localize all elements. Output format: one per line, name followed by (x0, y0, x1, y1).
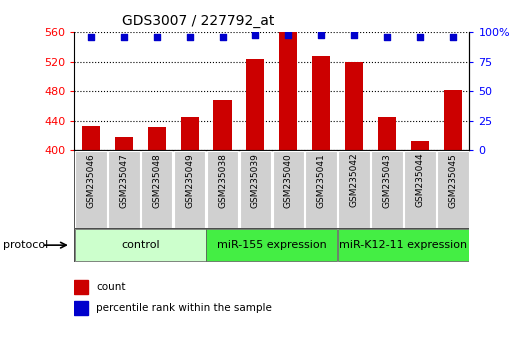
Text: count: count (96, 282, 126, 292)
Text: GSM235040: GSM235040 (284, 153, 293, 207)
FancyBboxPatch shape (339, 151, 370, 228)
Text: GDS3007 / 227792_at: GDS3007 / 227792_at (122, 14, 274, 28)
Point (219, 34, 227, 39)
Bar (444, 90, 462, 150)
Bar (345, 62, 363, 150)
Bar (378, 117, 396, 150)
Text: GSM235045: GSM235045 (448, 153, 458, 207)
Point (186, 34, 194, 39)
Point (449, 34, 457, 39)
FancyBboxPatch shape (108, 151, 140, 228)
Text: protocol: protocol (3, 240, 48, 250)
Point (350, 33, 358, 38)
Text: GSM235048: GSM235048 (152, 153, 161, 207)
Bar (115, 137, 133, 150)
FancyBboxPatch shape (404, 151, 436, 228)
FancyBboxPatch shape (338, 229, 469, 261)
Bar (279, 32, 298, 150)
FancyBboxPatch shape (141, 151, 172, 228)
Point (317, 33, 325, 38)
Text: GSM235047: GSM235047 (119, 153, 128, 207)
Point (87, 34, 95, 39)
Bar (411, 141, 429, 150)
FancyBboxPatch shape (206, 229, 338, 261)
Text: miR-155 expression: miR-155 expression (217, 240, 327, 250)
Bar (148, 127, 166, 150)
Text: GSM235046: GSM235046 (86, 153, 95, 207)
FancyBboxPatch shape (371, 151, 403, 228)
Bar (312, 56, 330, 150)
Bar (74, 301, 88, 315)
Point (251, 33, 260, 38)
Text: GSM235039: GSM235039 (251, 153, 260, 208)
Text: GSM235038: GSM235038 (218, 153, 227, 208)
FancyBboxPatch shape (305, 151, 337, 228)
Point (284, 33, 292, 38)
Bar (213, 100, 231, 150)
Text: percentile rank within the sample: percentile rank within the sample (96, 303, 272, 313)
FancyBboxPatch shape (75, 229, 206, 261)
Text: GSM235044: GSM235044 (416, 153, 425, 207)
FancyBboxPatch shape (207, 151, 239, 228)
Text: miR-K12-11 expression: miR-K12-11 expression (340, 240, 468, 250)
Bar (82, 126, 100, 150)
Point (120, 34, 128, 39)
Text: GSM235049: GSM235049 (185, 153, 194, 207)
FancyBboxPatch shape (174, 151, 205, 228)
Point (383, 34, 391, 39)
FancyBboxPatch shape (75, 151, 107, 228)
FancyBboxPatch shape (240, 151, 271, 228)
Point (152, 34, 161, 39)
Text: control: control (121, 240, 160, 250)
Point (416, 34, 424, 39)
FancyBboxPatch shape (437, 151, 469, 228)
Bar (246, 58, 265, 150)
Text: GSM235041: GSM235041 (317, 153, 326, 207)
Bar (181, 117, 199, 150)
Text: GSM235043: GSM235043 (383, 153, 391, 207)
FancyBboxPatch shape (272, 151, 304, 228)
Text: GSM235042: GSM235042 (350, 153, 359, 207)
Bar (74, 280, 88, 294)
